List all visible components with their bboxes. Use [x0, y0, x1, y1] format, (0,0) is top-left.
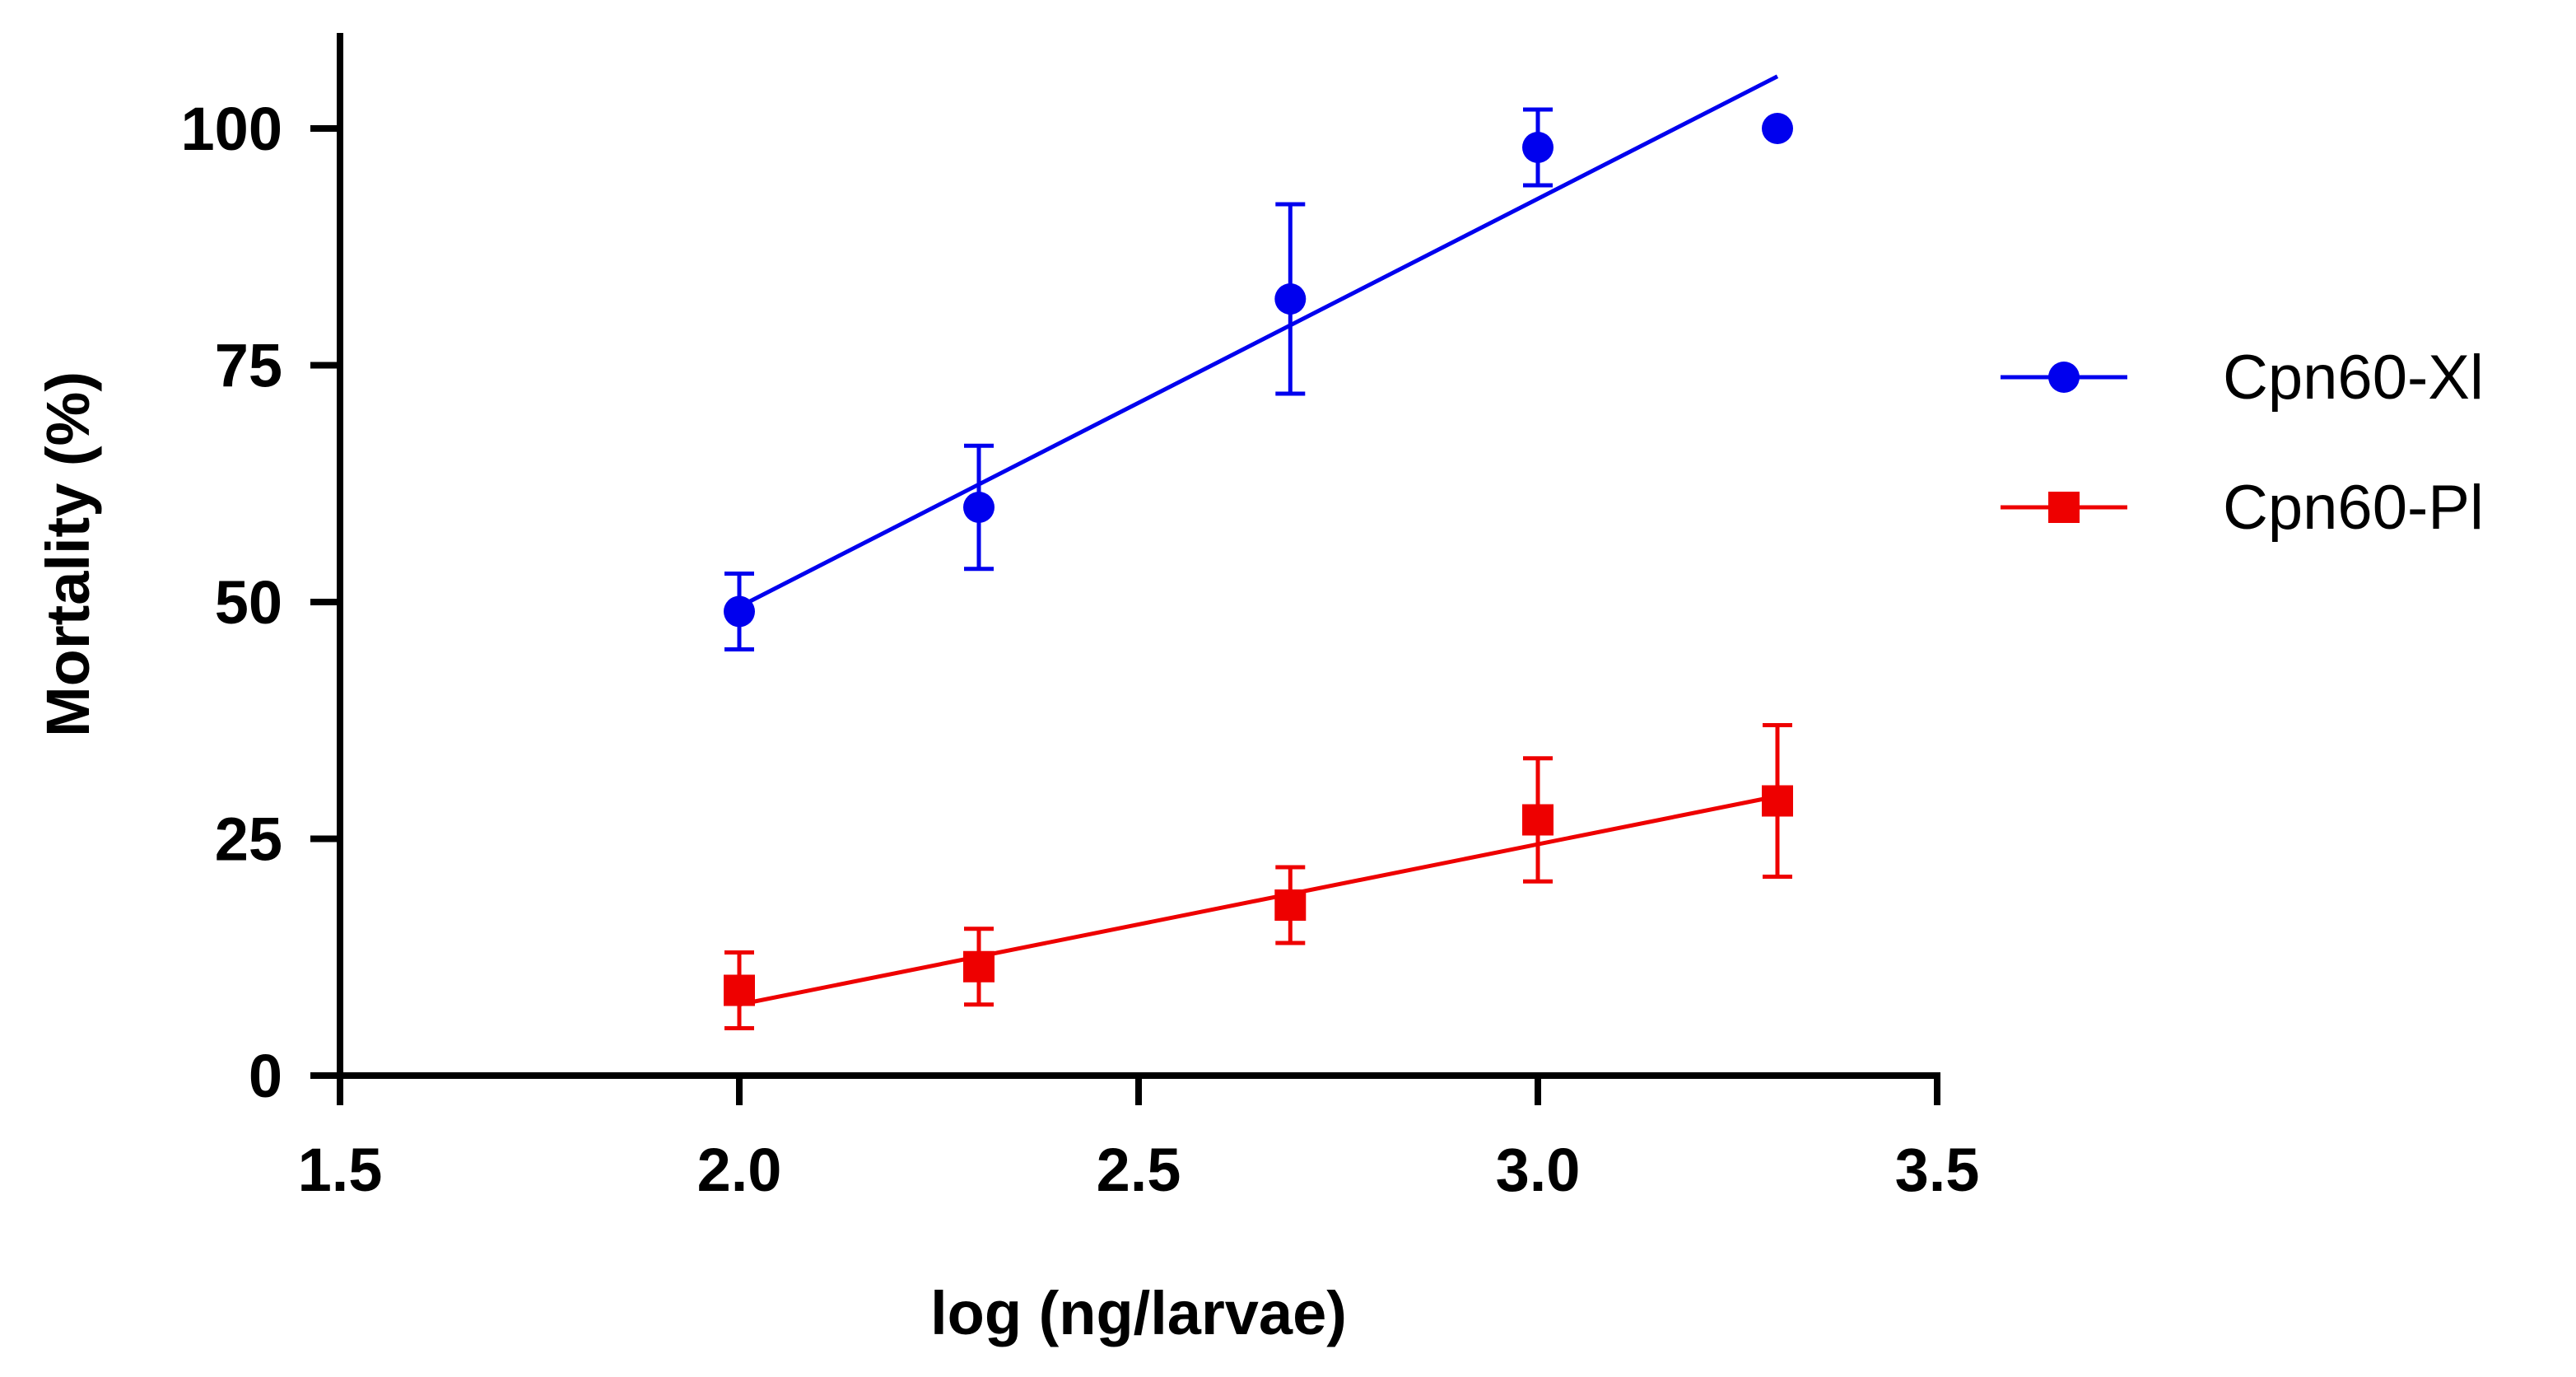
x-tick-label: 2.5	[1097, 1136, 1181, 1204]
x-tick-label: 2.0	[697, 1136, 782, 1204]
x-tick-label: 3.0	[1496, 1136, 1581, 1204]
legend: Cpn60-Xl Cpn60-Pl	[2001, 343, 2484, 543]
data-point	[1762, 785, 1793, 817]
data-point	[963, 492, 995, 523]
data-point	[1522, 132, 1554, 163]
fit-line	[738, 74, 1779, 609]
y-tick-label: 100	[181, 95, 282, 163]
legend-item-cpn60-xl: Cpn60-Xl	[2001, 343, 2484, 413]
legend-marker	[2048, 362, 2080, 393]
data-point	[1274, 283, 1307, 315]
data-point	[963, 950, 995, 983]
data-point	[724, 595, 755, 628]
x-tick-label: 1.5	[298, 1136, 383, 1204]
axes: 1.5 2.0 2.5 3.0 3.5 0 25 50 75 100 log (ng/larvae)…	[34, 33, 1979, 1347]
fit-line	[738, 794, 1778, 1007]
series-cpn60-pl	[724, 723, 1793, 1030]
data-point	[1762, 113, 1793, 144]
y-tick-label: 75	[215, 332, 282, 400]
y-tick-label: 0	[249, 1042, 282, 1110]
plot-area	[724, 74, 1793, 1030]
data-point	[1522, 804, 1554, 836]
legend-label: Cpn60-Xl	[2223, 343, 2484, 413]
y-tick-label: 50	[215, 568, 282, 637]
legend-item-cpn60-pl: Cpn60-Pl	[2001, 473, 2484, 543]
data-point	[1274, 889, 1307, 921]
legend-label: Cpn60-Pl	[2223, 473, 2484, 543]
x-axis-title: log (ng/larvae)	[930, 1279, 1347, 1347]
x-tick-label: 3.5	[1895, 1136, 1980, 1204]
legend-marker	[2048, 492, 2080, 523]
y-axis-title: Mortality (%)	[34, 371, 102, 737]
data-point	[724, 974, 755, 1006]
y-tick-label: 25	[215, 805, 282, 874]
series-cpn60-xl	[724, 74, 1793, 651]
